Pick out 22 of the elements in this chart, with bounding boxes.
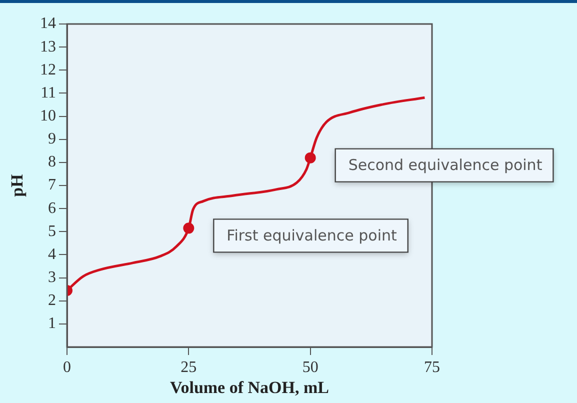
x-tick-label: 50 [302, 358, 318, 376]
x-axis-title: Volume of NaOH, mL [170, 378, 329, 398]
x-tick-label: 25 [180, 358, 197, 376]
y-tick-label: 4 [48, 246, 56, 263]
y-tick-label: 5 [48, 222, 56, 240]
annotation: First equivalence point [226, 226, 398, 245]
annotation: Second equivalence point [348, 156, 542, 174]
y-tick-label: 11 [40, 84, 56, 102]
y-tick-label: 6 [48, 200, 56, 217]
y-axis-title: pH [8, 174, 27, 197]
y-tick-label: 7 [48, 176, 56, 194]
y-tick-label: 12 [40, 61, 56, 78]
y-tick-label: 14 [40, 15, 56, 32]
y-tick-label: 1 [48, 315, 56, 332]
y-tick-label: 8 [48, 154, 56, 171]
y-tick-label: 9 [48, 130, 56, 148]
y-tick-label: 2 [48, 292, 56, 310]
y-tick-label: 13 [40, 38, 56, 56]
x-tick-label: 75 [424, 358, 440, 376]
y-tick-label: 10 [40, 107, 56, 124]
x-tick-label: 0 [63, 358, 71, 376]
y-tick-label: 3 [48, 268, 56, 286]
